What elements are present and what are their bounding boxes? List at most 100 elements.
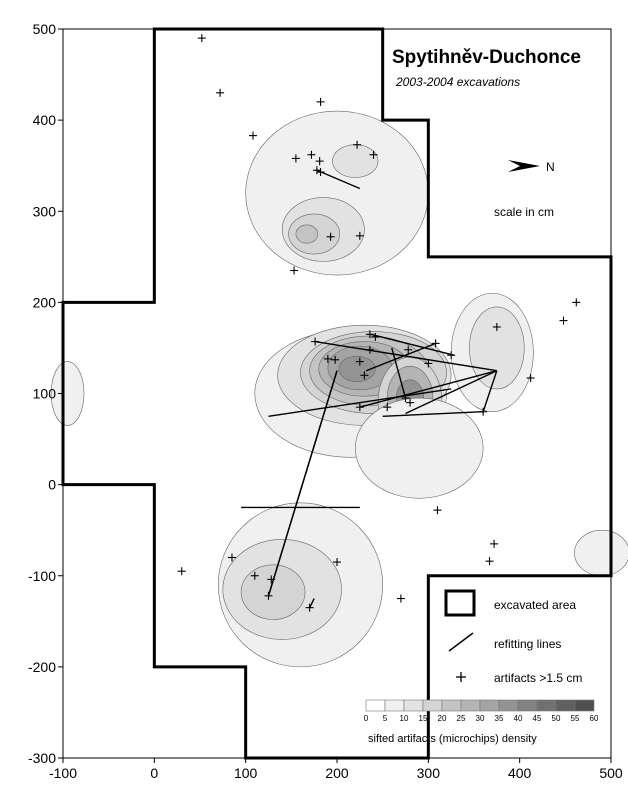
scale-swatch-5 [460,699,481,712]
scale-tick-label-25: 25 [457,714,466,723]
x-tick-label-0: 0 [150,765,158,781]
artifact-marker-31 [559,316,568,325]
artifact-marker-37 [485,557,494,566]
refitting-lines [241,169,498,608]
refitting-line-10 [482,370,498,412]
artifact-marker-9 [312,166,321,175]
artifact-marker-4 [353,140,362,149]
density-contour-20 [332,144,379,178]
artifact-marker-23 [431,339,440,348]
scale-tick-label-5: 5 [383,714,388,723]
artifact-marker-38 [177,567,186,576]
artifact-marker-32 [572,298,581,307]
artifact-marker-0 [197,34,206,43]
artifact-marker-35 [433,506,442,515]
scale-swatch-2 [403,699,424,712]
axes: -100 0 100 200 300 400 500-300-200-10001002003… [28,21,623,781]
scale-tick-label-60: 60 [590,714,599,723]
density-contours [50,110,628,668]
artifact-marker-6 [291,154,300,163]
artifact-marker-41 [267,575,276,584]
refitting-line-1 [314,340,497,372]
density-contour-15 [354,397,484,499]
x-tick-label-300: 300 [417,765,441,781]
density-scale-title: sifted artifacts (microchips) density [368,733,537,745]
y-tick-label-200: 200 [33,294,57,310]
artifact-marker-45 [396,594,405,603]
north-arrow-icon [508,160,540,172]
legend-plus-icon [456,672,466,682]
artifact-marker-22 [404,345,413,354]
scale-swatch-6 [479,699,500,712]
north-label: N [546,160,555,174]
y-tick-label-300: 300 [33,203,57,219]
scale-swatch-9 [536,699,557,712]
scale-swatch-3 [422,699,443,712]
refitting-line-0 [316,169,361,190]
legend-label-excavated: excavated area [494,598,576,612]
legend: excavated area refitting lines artifacts… [444,589,582,685]
y-tick-label--300: -300 [28,750,56,766]
artifact-marker-11 [355,231,364,240]
legend-label-artifacts: artifacts >1.5 cm [494,671,582,685]
artifact-marker-42 [264,591,273,600]
artifact-marker-13 [290,266,299,275]
artifact-marker-33 [526,374,535,383]
artifact-marker-18 [371,333,380,342]
artifact-marker-24 [447,351,456,360]
artifact-marker-3 [316,97,325,106]
artifact-marker-39 [227,553,236,562]
artifact-marker-20 [355,357,364,366]
artifact-marker-7 [307,150,316,159]
x-tick-label-200: 200 [325,765,349,781]
x-tick-label--100: -100 [49,765,77,781]
chart-subtitle: 2003-2004 excavations [395,75,520,89]
density-contour-21 [50,361,85,426]
x-tick-label-500: 500 [599,765,623,781]
artifact-marker-40 [250,571,259,580]
artifact-marker-27 [406,398,415,407]
artifact-marker-2 [248,131,257,140]
legend-line-icon [448,632,474,652]
density-contour-2 [240,564,306,620]
artifact-marker-15 [323,354,332,363]
scale-tick-label-55: 55 [571,714,580,723]
artifact-marker-36 [490,539,499,548]
scale-tick-label-15: 15 [419,714,428,723]
scale-swatch-11 [574,699,595,712]
scale-swatch-8 [517,699,538,712]
refitting-line-3 [365,342,436,372]
artifact-marker-5 [369,150,378,159]
scale-tick-label-40: 40 [514,714,523,723]
artifact-marker-30 [479,407,488,416]
density-color-scale: 0 5 10 15 20 25 30 35 40 45 50 55 60 [364,699,599,723]
artifact-marker-14 [311,337,320,346]
density-contour-19 [295,224,319,244]
artifact-marker-1 [216,88,225,97]
scale-swatch-4 [441,699,462,712]
y-tick-label-100: 100 [33,386,57,402]
scale-tick-label-50: 50 [552,714,561,723]
refitting-line-13 [308,598,315,608]
y-tick-label-500: 500 [33,21,57,37]
chart-title: Spytihněv-Duchonce [392,47,581,68]
artifact-marker-17 [365,330,374,339]
artifact-marker-43 [333,558,341,567]
artifact-marker-34 [492,322,501,331]
scale-swatch-10 [555,699,576,712]
artifact-marker-16 [331,355,340,364]
y-tick-label-400: 400 [33,112,57,128]
artifact-marker-10 [316,168,325,177]
refitting-line-11 [382,411,484,417]
scale-note: scale in cm [494,205,554,219]
density-contour-14 [469,306,525,390]
refitting-line-9 [405,370,498,415]
artifact-marker-19 [365,345,374,354]
scale-swatch-1 [384,699,405,712]
legend-label-refitting: refitting lines [494,637,561,651]
artifact-marker-29 [383,403,392,412]
scale-tick-label-0: 0 [364,714,369,723]
scale-swatch-7 [498,699,519,712]
density-contour-22 [574,529,628,577]
